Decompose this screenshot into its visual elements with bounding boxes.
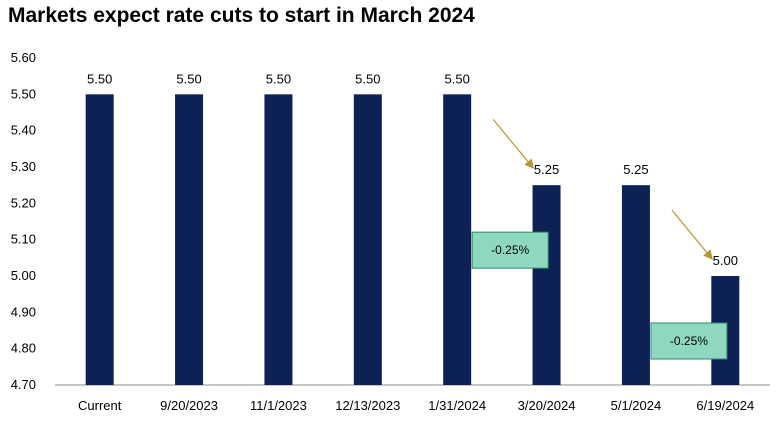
x-tick-label: 3/20/2024: [518, 398, 576, 413]
y-tick-label: 5.10: [11, 232, 36, 247]
bars: [85, 94, 740, 385]
data-label: 5.25: [534, 162, 559, 177]
x-tick-label: 6/19/2024: [696, 398, 754, 413]
data-label: 5.50: [445, 71, 470, 86]
y-tick-label: 4.90: [11, 304, 36, 319]
x-tick-label: 5/1/2024: [611, 398, 662, 413]
bar: [264, 94, 293, 385]
y-tick-label: 5.50: [11, 86, 36, 101]
bar: [353, 94, 382, 385]
y-tick-label: 5.20: [11, 195, 36, 210]
data-label: 5.00: [713, 253, 738, 268]
data-label: 5.25: [623, 162, 648, 177]
chart-title: Markets expect rate cuts to start in Mar…: [8, 4, 475, 27]
y-tick-label: 4.80: [11, 341, 36, 356]
bar: [443, 94, 472, 385]
y-tick-label: 5.30: [11, 159, 36, 174]
x-tick-label: 9/20/2023: [160, 398, 218, 413]
annotation-box: [471, 231, 549, 269]
annotation-text: -0.25%: [491, 243, 529, 257]
data-label: 5.50: [266, 71, 291, 86]
annotation-text: -0.25%: [670, 334, 708, 348]
x-tick-label: 1/31/2024: [428, 398, 486, 413]
y-tick-label: 5.60: [11, 50, 36, 65]
x-axis: Current 9/20/2023 11/1/2023 12/13/2023 1/31/…: [55, 384, 770, 413]
x-tick-label: 11/1/2023: [250, 398, 307, 413]
y-axis: 4.70 4.80 4.90 5.00 5.10 5.20 5.30 5.40 5.50 5.60: [11, 50, 36, 392]
y-tick-label: 4.70: [11, 377, 36, 392]
annotation-box: [650, 322, 728, 360]
data-label: 5.50: [176, 71, 201, 86]
arrow: [492, 118, 535, 170]
bar: [532, 185, 561, 385]
y-tick-label: 5.40: [11, 123, 36, 138]
data-label: 5.50: [87, 71, 112, 86]
data-label: 5.50: [355, 71, 380, 86]
bar: [621, 185, 650, 385]
arrow: [671, 209, 713, 260]
annotations: -0.25% -0.25%: [471, 118, 728, 360]
x-tick-label: 12/13/2023: [335, 398, 400, 413]
bar: [85, 94, 114, 385]
bar: [175, 94, 204, 385]
data-labels: 5.50 5.50 5.50 5.50 5.50 5.25 5.25 5.00: [87, 71, 738, 268]
y-tick-label: 5.00: [11, 268, 36, 283]
x-tick-label: Current: [78, 398, 122, 413]
